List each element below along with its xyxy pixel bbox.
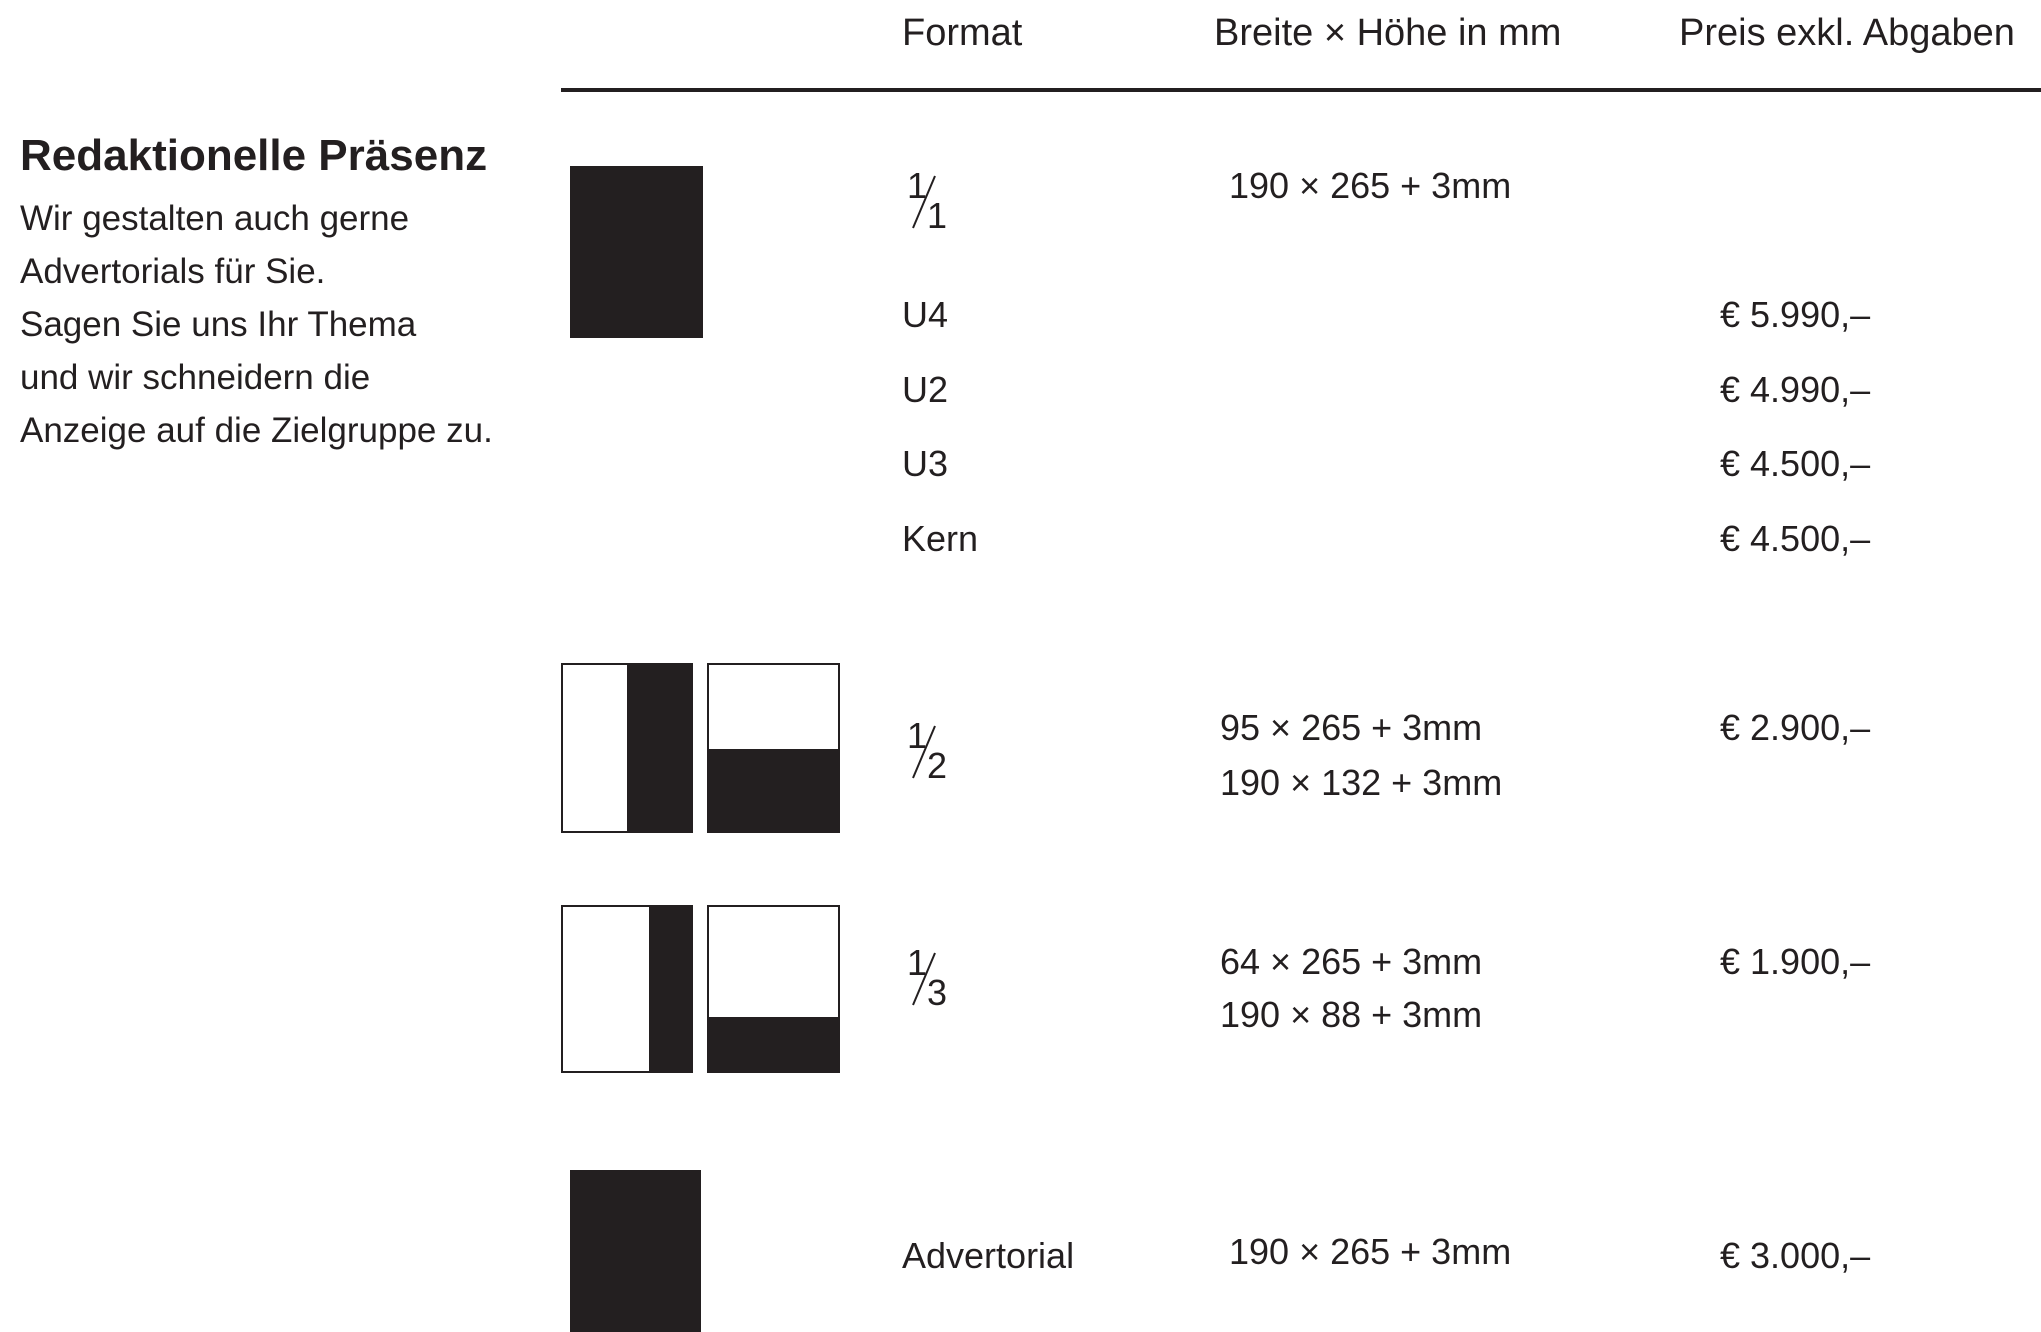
advertorial-page-icon: [570, 1170, 701, 1332]
third-page-size-horizontal: 190 × 88 + 3mm: [1220, 997, 1482, 1033]
fraction-denominator: 3: [927, 975, 947, 1011]
half-page-horizontal-icon: [707, 663, 840, 833]
header-format: Format: [902, 14, 1022, 52]
advertorial-label: Advertorial: [902, 1238, 1074, 1274]
option-price: € 4.500,–: [1720, 521, 1870, 557]
half-page-price: € 2.900,–: [1720, 710, 1870, 746]
half-page-size-vertical: 95 × 265 + 3mm: [1220, 710, 1482, 746]
advertorial-price: € 3.000,–: [1720, 1238, 1870, 1274]
third-page-vertical-icon: [561, 905, 693, 1073]
fraction-one-whole: 1 1: [905, 168, 951, 234]
description-line: Wir gestalten auch gerne: [20, 192, 493, 245]
third-page-price: € 1.900,–: [1720, 944, 1870, 980]
description-line: Anzeige auf die Zielgruppe zu.: [20, 404, 493, 457]
third-page-size-vertical: 64 × 265 + 3mm: [1220, 944, 1482, 980]
section-title: Redaktionelle Präsenz: [20, 134, 487, 178]
header-price: Preis exkl. Abgaben: [1679, 14, 2015, 52]
description-line: Advertorials für Sie.: [20, 245, 493, 298]
header-dimensions: Breite × Höhe in mm: [1214, 14, 1561, 52]
full-page-size: 190 × 265 + 3mm: [1229, 168, 1511, 204]
advertorial-size: 190 × 265 + 3mm: [1229, 1234, 1511, 1270]
half-page-size-horizontal: 190 × 132 + 3mm: [1220, 765, 1502, 801]
option-price: € 4.500,–: [1720, 446, 1870, 482]
option-label: U3: [902, 446, 948, 482]
option-label: U4: [902, 297, 948, 333]
option-label: U2: [902, 372, 948, 408]
option-price: € 4.990,–: [1720, 372, 1870, 408]
header-rule: [561, 88, 2041, 92]
full-page-icon: [570, 166, 703, 338]
fraction-one-half: 1 2: [905, 718, 951, 784]
fraction-one-third: 1 3: [905, 945, 951, 1011]
description-line: und wir schneidern die: [20, 351, 493, 404]
section-description: Wir gestalten auch gerne Advertorials fü…: [20, 192, 493, 457]
third-page-horizontal-icon: [707, 905, 840, 1073]
option-label: Kern: [902, 521, 978, 557]
description-line: Sagen Sie uns Ihr Thema: [20, 298, 493, 351]
half-page-vertical-icon: [561, 663, 693, 833]
option-price: € 5.990,–: [1720, 297, 1870, 333]
fraction-denominator: 1: [927, 198, 947, 234]
fraction-denominator: 2: [927, 748, 947, 784]
